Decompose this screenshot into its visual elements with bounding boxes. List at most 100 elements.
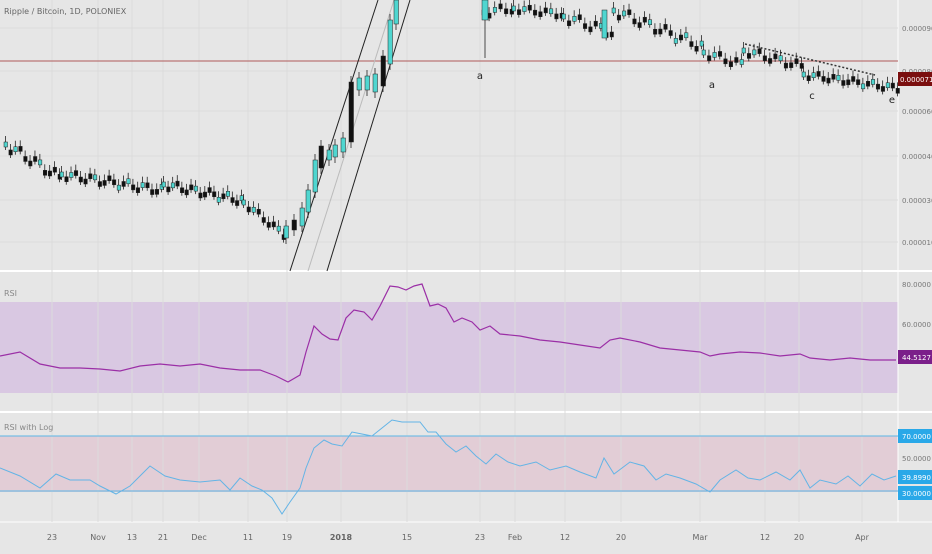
rsilog-level-badge <box>898 486 932 500</box>
candle <box>23 156 28 162</box>
candle <box>340 137 346 153</box>
candle <box>689 41 694 47</box>
rsilog-last-value: 39.8990 <box>902 474 931 482</box>
x-tick-label: 13 <box>127 533 137 542</box>
x-tick-label: 15 <box>402 533 412 542</box>
rsilog-tick-label: 50.0000 <box>902 455 931 463</box>
candle <box>198 192 203 199</box>
x-tick-label: 21 <box>158 533 168 542</box>
candle <box>481 0 489 21</box>
candle <box>533 9 538 16</box>
candle <box>256 208 261 215</box>
rsilog-last-badge <box>898 470 932 484</box>
rsi-last-value: 44.5127 <box>902 354 931 362</box>
candle <box>241 199 246 206</box>
candle <box>880 86 885 92</box>
candle <box>216 197 221 203</box>
candle <box>895 88 900 94</box>
candle <box>8 149 13 156</box>
candle <box>184 189 189 196</box>
candle <box>69 172 74 178</box>
candle <box>52 166 57 173</box>
candle <box>372 73 378 93</box>
candle <box>799 63 804 69</box>
rsi-band <box>0 302 898 393</box>
x-tick-label: 11 <box>243 533 253 542</box>
candle <box>836 75 841 81</box>
candle <box>522 6 527 12</box>
candle <box>261 217 266 223</box>
candle <box>74 170 79 176</box>
candle <box>88 173 93 180</box>
candle <box>283 225 289 239</box>
candle <box>846 79 851 86</box>
candle <box>601 9 608 39</box>
candle <box>734 57 739 63</box>
candle <box>299 207 305 227</box>
candle <box>694 46 699 52</box>
candle <box>38 159 43 166</box>
candle <box>684 32 689 39</box>
candle <box>841 80 846 86</box>
candle <box>170 182 175 189</box>
rsilog-line <box>0 419 897 515</box>
candle <box>699 40 704 47</box>
rsilog-band <box>0 436 898 492</box>
candle <box>498 3 503 10</box>
price-tick-label: 0.00003000 <box>902 197 932 205</box>
candle <box>816 71 821 77</box>
wave-label: a <box>477 71 483 82</box>
candle <box>866 81 871 87</box>
candle <box>356 77 362 91</box>
candle <box>161 181 166 188</box>
candle <box>593 20 598 27</box>
candle <box>380 55 386 87</box>
candle <box>741 47 746 54</box>
candle <box>616 14 621 21</box>
candle <box>511 5 516 12</box>
candle <box>627 9 632 15</box>
x-tick-label: 19 <box>282 533 292 542</box>
candle <box>364 75 370 91</box>
candle <box>230 197 235 203</box>
candle <box>193 185 198 192</box>
candle <box>778 55 783 61</box>
candle <box>93 174 98 181</box>
symbol-title: Ripple / Bitcoin, 1D, POLONIEX <box>4 7 127 16</box>
candle <box>712 52 717 58</box>
candle <box>811 72 816 78</box>
candle <box>43 170 48 176</box>
wave-label: e <box>889 95 895 106</box>
candle <box>583 23 588 29</box>
last-price-badge <box>898 72 932 86</box>
rsilog-tick-label: 70.0000 <box>902 433 931 441</box>
candle <box>504 8 509 15</box>
candle <box>783 62 788 69</box>
candle <box>757 48 762 54</box>
candle <box>150 189 155 195</box>
candle <box>13 146 18 152</box>
candle <box>622 10 627 17</box>
candle <box>554 13 559 20</box>
candle <box>318 145 324 169</box>
candle <box>18 146 23 152</box>
candle <box>221 193 226 200</box>
candle <box>611 7 616 14</box>
x-tick-label: Nov <box>90 533 106 542</box>
candle <box>851 76 856 82</box>
x-tick-label: 20 <box>794 533 804 542</box>
candle <box>212 191 217 198</box>
candle <box>642 16 647 23</box>
candle <box>572 16 577 22</box>
candle <box>707 55 712 61</box>
candle <box>121 181 126 187</box>
candle <box>588 26 593 33</box>
rsi-title: RSI <box>4 289 17 298</box>
candle <box>126 178 131 185</box>
candle <box>326 149 332 161</box>
candle <box>747 53 752 59</box>
channel-line <box>326 0 411 272</box>
candle <box>831 74 836 80</box>
